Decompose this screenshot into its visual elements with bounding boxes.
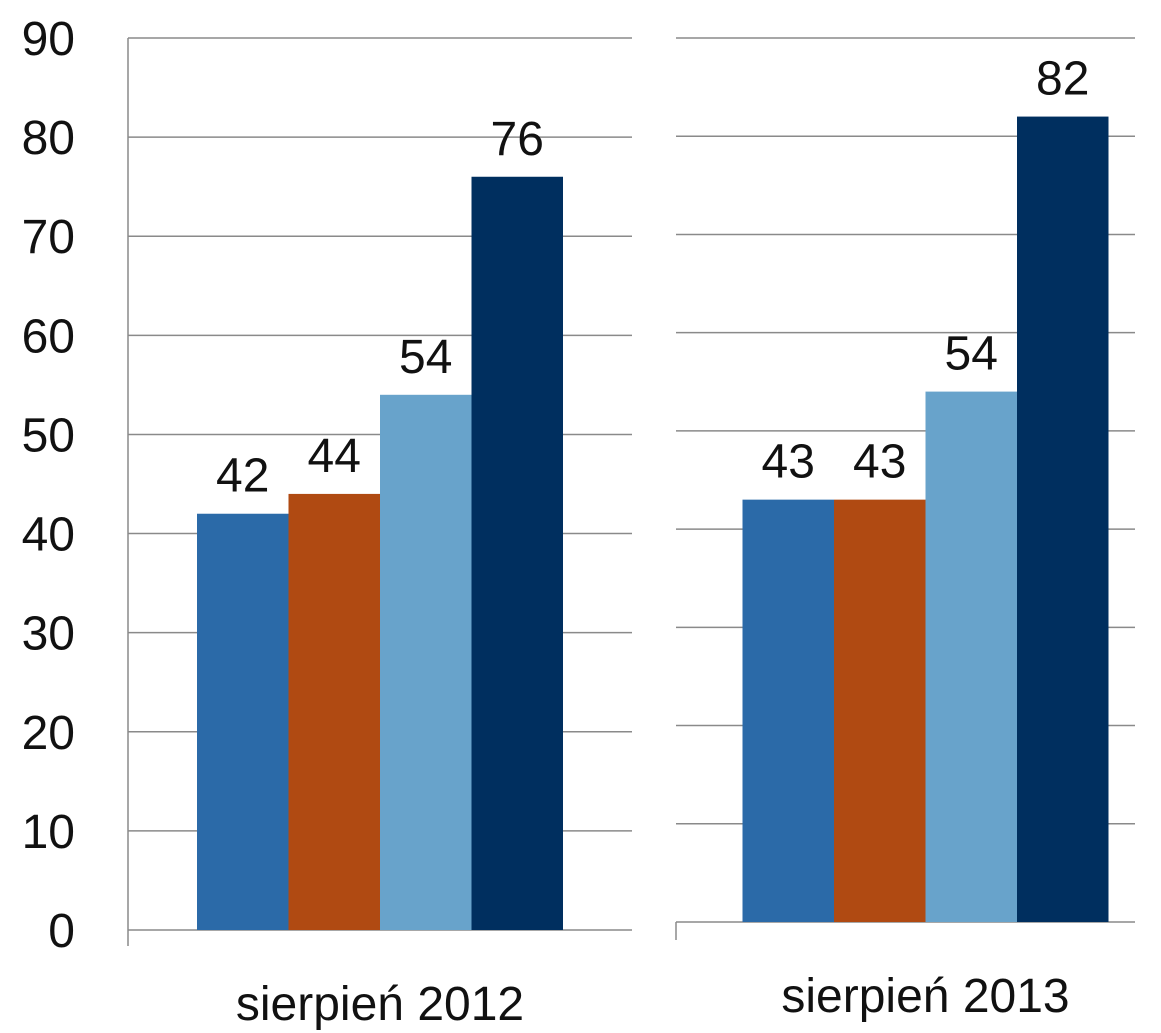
- value-label: 43: [853, 436, 906, 489]
- bar: [471, 176, 563, 930]
- value-label: 44: [308, 430, 361, 483]
- y-tick-label: 20: [22, 707, 75, 760]
- y-tick-label: 0: [48, 905, 75, 958]
- bar: [834, 499, 926, 922]
- y-tick-label: 60: [22, 310, 75, 363]
- bar: [742, 499, 834, 922]
- y-tick-label: 40: [22, 509, 75, 562]
- bar: [197, 513, 289, 930]
- x-tick-label: sierpień 2013: [781, 970, 1069, 1023]
- bar: [380, 394, 472, 930]
- value-label: 82: [1036, 53, 1089, 106]
- value-label: 43: [762, 436, 815, 489]
- y-tick-label: 10: [22, 806, 75, 859]
- value-label: 54: [945, 328, 998, 381]
- value-label: 76: [491, 113, 544, 166]
- y-tick-label: 50: [22, 409, 75, 462]
- bar: [1017, 116, 1109, 923]
- x-tick-label: sierpień 2012: [236, 978, 524, 1031]
- bar: [925, 391, 1017, 923]
- value-label: 42: [216, 450, 269, 503]
- bar: [288, 493, 380, 930]
- y-tick-label: 70: [22, 211, 75, 264]
- y-tick-label: 90: [22, 13, 75, 66]
- y-tick-label: 80: [22, 112, 75, 165]
- y-tick-label: 30: [22, 608, 75, 661]
- value-label: 54: [399, 331, 452, 384]
